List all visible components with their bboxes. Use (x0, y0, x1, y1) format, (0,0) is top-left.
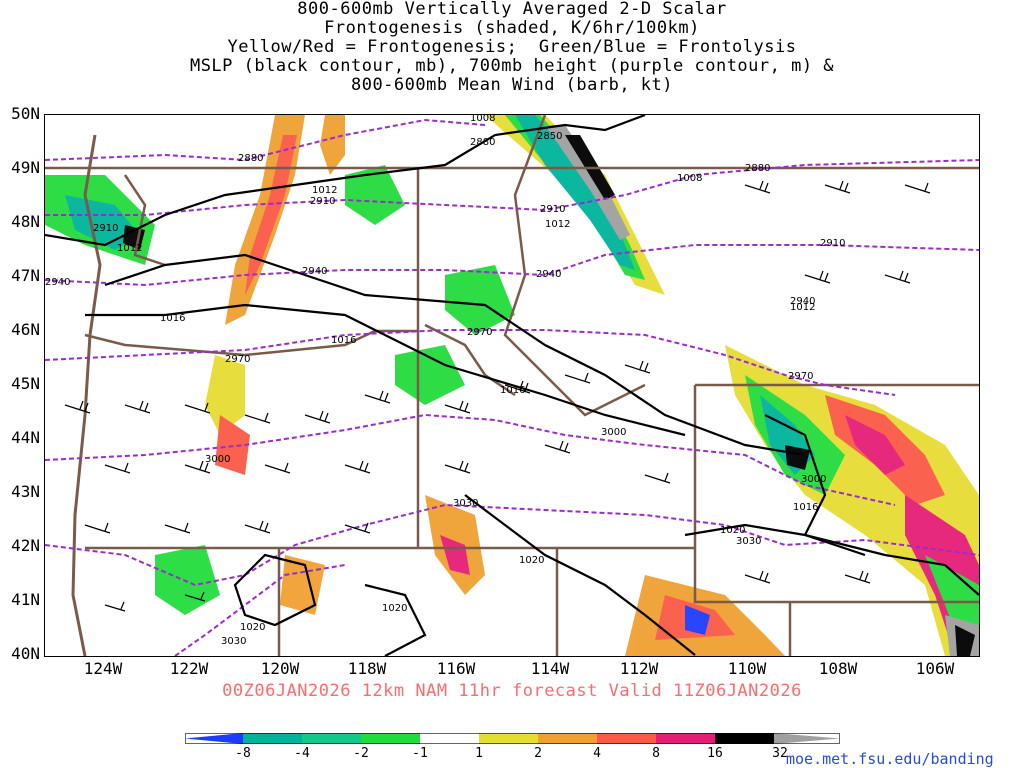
lon-label: 118W (347, 659, 387, 678)
title-line-3: Yellow/Red = Frontogenesis; Green/Blue =… (227, 37, 797, 57)
colorbar-swatch (479, 733, 538, 744)
height-label: 2880 (238, 153, 263, 164)
colorbar-swatch (538, 733, 597, 744)
lat-label: 49N (11, 158, 40, 177)
map-title: 800-600mb Vertically Averaged 2-D Scalar… (0, 0, 1024, 95)
lon-label: 108W (818, 659, 858, 678)
height-label: 2880 (470, 137, 495, 148)
mslp-label: 1012 (117, 243, 142, 254)
wind-barbs (64, 180, 931, 612)
mslp-label: 1008 (677, 173, 702, 184)
title-line-4: MSLP (black contour, mb), 700mb height (… (189, 56, 835, 76)
contour-labels: 1008 1008 1012 1012 1012 1016 1016 1016 … (45, 115, 845, 647)
colorbar-tick: 2 (534, 746, 542, 761)
height-label: 2910 (540, 204, 565, 215)
colorbar-swatch (243, 733, 302, 744)
height-label: 3000 (601, 427, 626, 438)
mslp-label: 1012 (790, 302, 815, 313)
colorbar-border (185, 733, 840, 744)
map-panel: 1008 1008 1012 1012 1012 1016 1016 1016 … (44, 114, 980, 657)
lon-label: 106W (915, 659, 955, 678)
height-label: 2910 (820, 238, 845, 249)
lat-label: 40N (11, 644, 40, 663)
lat-label: 47N (11, 266, 40, 285)
height-label: 3030 (736, 536, 761, 547)
lat-label: 48N (11, 212, 40, 231)
height-label: 2940 (536, 269, 561, 280)
lon-label: 112W (619, 659, 659, 678)
title-line-5: 800-600mb Mean Wind (barb, kt) (350, 75, 674, 95)
lon-label: 122W (169, 659, 209, 678)
mslp-label: 1016 (331, 335, 356, 346)
source-url[interactable]: moe.met.fsu.edu/banding (786, 750, 994, 768)
mslp-label: 1020 (240, 622, 265, 633)
lat-label: 44N (11, 428, 40, 447)
mslp-label: 1016 (500, 385, 525, 396)
state-borders (45, 115, 979, 656)
lon-label: 120W (260, 659, 300, 678)
lon-label: 114W (530, 659, 570, 678)
colorbar-swatch (302, 733, 361, 744)
height-label: 2910 (310, 196, 335, 207)
height-label: 2970 (225, 354, 250, 365)
lat-label: 41N (11, 590, 40, 609)
colorbar-swatch (185, 733, 243, 744)
mslp-label: 1016 (793, 502, 818, 513)
height-label: 3000 (205, 454, 230, 465)
lon-label: 110W (727, 659, 767, 678)
colorbar-swatch (420, 733, 479, 744)
mslp-label: 1020 (720, 525, 745, 536)
colorbar-tick: 8 (652, 746, 660, 761)
lat-label: 50N (11, 104, 40, 123)
colorbar-tick: -8 (235, 746, 251, 761)
forecast-valid-line: 00Z06JAN2026 12km NAM 11hr forecast Vali… (222, 681, 802, 701)
colorbar-swatch (597, 733, 656, 744)
height-label: 2880 (745, 163, 770, 174)
frontogenesis-shading (45, 115, 979, 656)
height-label: 2850 (537, 131, 562, 142)
colorbar-tick: -2 (353, 746, 369, 761)
mslp-label: 1008 (470, 115, 495, 124)
map-svg: 1008 1008 1012 1012 1012 1016 1016 1016 … (45, 115, 979, 656)
height-label: 3030 (453, 498, 478, 509)
height-contours (45, 118, 979, 656)
height-label: 3000 (801, 474, 826, 485)
colorbar-tick: 1 (475, 746, 483, 761)
colorbar-swatch (361, 733, 420, 744)
height-label: 3030 (221, 636, 246, 647)
lat-label: 45N (11, 374, 40, 393)
height-label: 2940 (790, 296, 815, 307)
colorbar-tick: -4 (294, 746, 310, 761)
mslp-contours (45, 115, 979, 656)
lon-label: 124W (83, 659, 123, 678)
colorbar-tick: 16 (707, 746, 723, 761)
lat-label: 46N (11, 320, 40, 339)
mslp-label: 1012 (545, 219, 570, 230)
title-line-1: 800-600mb Vertically Averaged 2-D Scalar (297, 0, 727, 19)
height-label: 2940 (302, 266, 327, 277)
colorbar-tick: -1 (412, 746, 428, 761)
mslp-label: 1020 (519, 555, 544, 566)
mslp-label: 1016 (160, 313, 185, 324)
title-line-2: Frontogenesis (shaded, K/6hr/100km) (324, 18, 700, 38)
mslp-label: 1020 (382, 603, 407, 614)
mslp-label: 1012 (312, 185, 337, 196)
height-label: 2910 (93, 223, 118, 234)
height-label: 2940 (45, 277, 70, 288)
height-label: 2970 (788, 371, 813, 382)
lon-label: 116W (436, 659, 476, 678)
colorbar-swatch (715, 733, 774, 744)
lat-label: 42N (11, 536, 40, 555)
colorbar-swatch (656, 733, 715, 744)
lat-label: 43N (11, 482, 40, 501)
height-label: 2970 (467, 327, 492, 338)
colorbar-swatch (774, 733, 840, 744)
colorbar-tick: 32 (772, 746, 788, 761)
colorbar-tick: 4 (593, 746, 601, 761)
colorbar (185, 733, 840, 744)
